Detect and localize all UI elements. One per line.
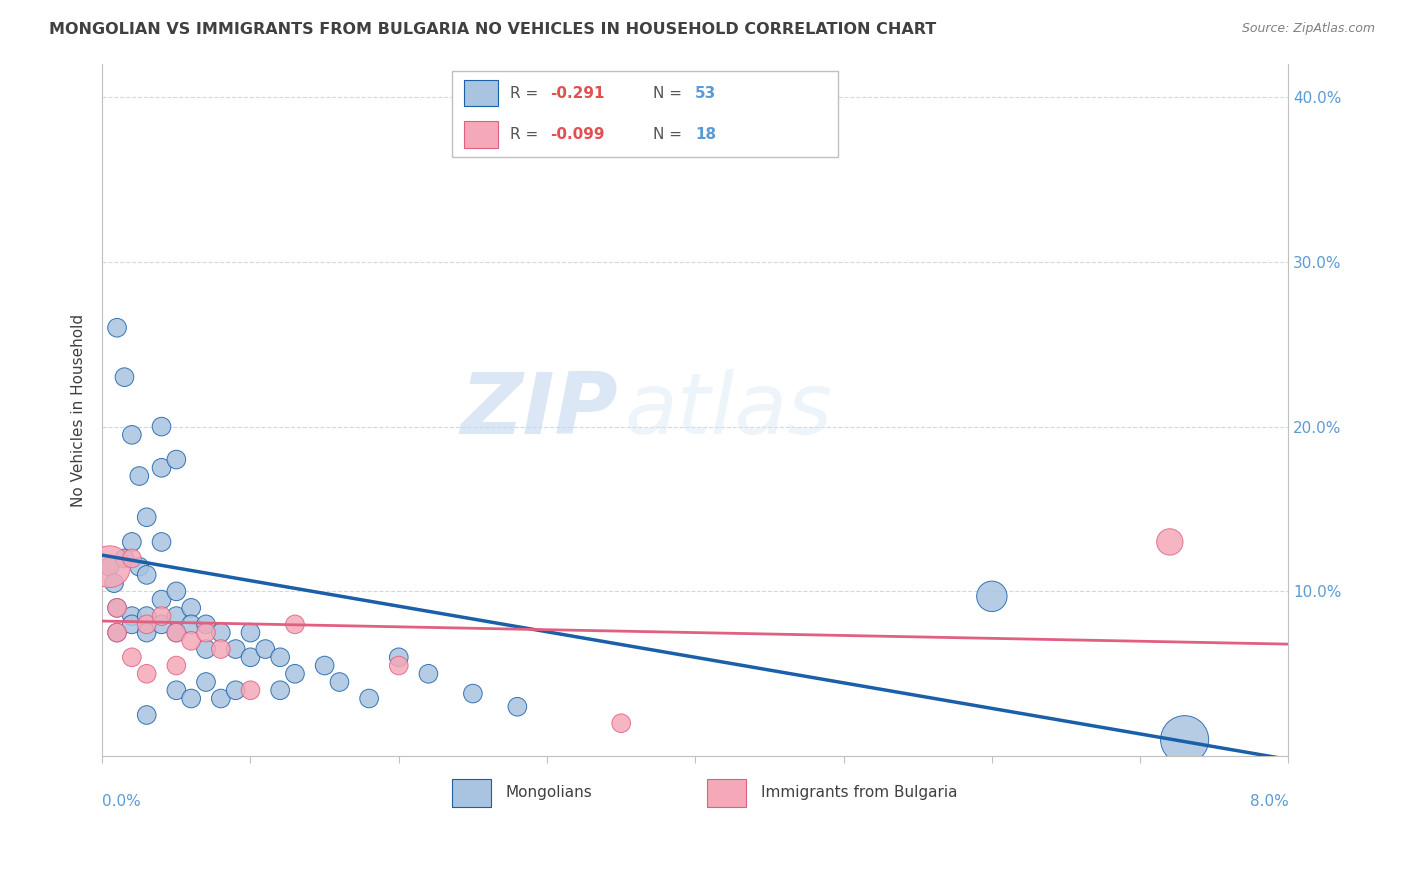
Point — [180, 633, 202, 648]
Point — [105, 625, 128, 640]
Point — [105, 320, 128, 334]
Point — [284, 666, 307, 681]
Text: 0.0%: 0.0% — [103, 794, 141, 809]
Point — [1159, 535, 1181, 549]
Point — [388, 658, 411, 673]
Point — [128, 559, 150, 574]
Point — [150, 609, 173, 624]
Point — [180, 617, 202, 632]
Point — [121, 427, 143, 442]
Point — [98, 559, 121, 574]
Point — [195, 642, 218, 657]
Point — [150, 460, 173, 475]
Y-axis label: No Vehicles in Household: No Vehicles in Household — [72, 314, 86, 507]
Point — [135, 617, 157, 632]
Point — [209, 642, 232, 657]
Point — [195, 625, 218, 640]
Point — [195, 617, 218, 632]
Point — [225, 642, 247, 657]
Point — [135, 708, 157, 723]
Point — [105, 600, 128, 615]
Point — [165, 658, 187, 673]
Point — [1174, 732, 1197, 747]
Point — [150, 535, 173, 549]
Point — [128, 469, 150, 483]
Point — [388, 650, 411, 665]
Point — [165, 584, 187, 599]
Point — [165, 452, 187, 467]
Point — [254, 642, 277, 657]
Point — [328, 675, 350, 690]
Point — [121, 617, 143, 632]
Text: atlas: atlas — [624, 368, 832, 451]
Text: Source: ZipAtlas.com: Source: ZipAtlas.com — [1241, 22, 1375, 36]
Point — [461, 687, 484, 701]
Point — [506, 699, 529, 714]
Point — [98, 559, 121, 574]
Point — [135, 625, 157, 640]
Point — [165, 625, 187, 640]
Point — [980, 590, 1002, 604]
Point — [165, 683, 187, 698]
Point — [121, 551, 143, 566]
Point — [180, 600, 202, 615]
Text: 8.0%: 8.0% — [1250, 794, 1288, 809]
Point — [105, 600, 128, 615]
Point — [359, 691, 381, 706]
Point — [314, 658, 336, 673]
Point — [418, 666, 440, 681]
Point — [121, 535, 143, 549]
Point — [180, 691, 202, 706]
Point — [209, 625, 232, 640]
Point — [610, 716, 633, 731]
Point — [284, 617, 307, 632]
Point — [135, 609, 157, 624]
Point — [239, 625, 262, 640]
Point — [239, 683, 262, 698]
Point — [114, 551, 136, 566]
Point — [135, 510, 157, 524]
Point — [209, 691, 232, 706]
Point — [150, 592, 173, 607]
Point — [225, 683, 247, 698]
Point — [114, 370, 136, 384]
Point — [239, 650, 262, 665]
Point — [165, 625, 187, 640]
Point — [150, 419, 173, 434]
Point — [135, 568, 157, 582]
Text: ZIP: ZIP — [461, 368, 619, 451]
Point — [121, 650, 143, 665]
Point — [269, 650, 291, 665]
Point — [135, 666, 157, 681]
Point — [105, 625, 128, 640]
Point — [103, 576, 125, 591]
Point — [150, 617, 173, 632]
Text: MONGOLIAN VS IMMIGRANTS FROM BULGARIA NO VEHICLES IN HOUSEHOLD CORRELATION CHART: MONGOLIAN VS IMMIGRANTS FROM BULGARIA NO… — [49, 22, 936, 37]
Point — [165, 609, 187, 624]
Point — [121, 609, 143, 624]
Point — [195, 675, 218, 690]
Point — [269, 683, 291, 698]
